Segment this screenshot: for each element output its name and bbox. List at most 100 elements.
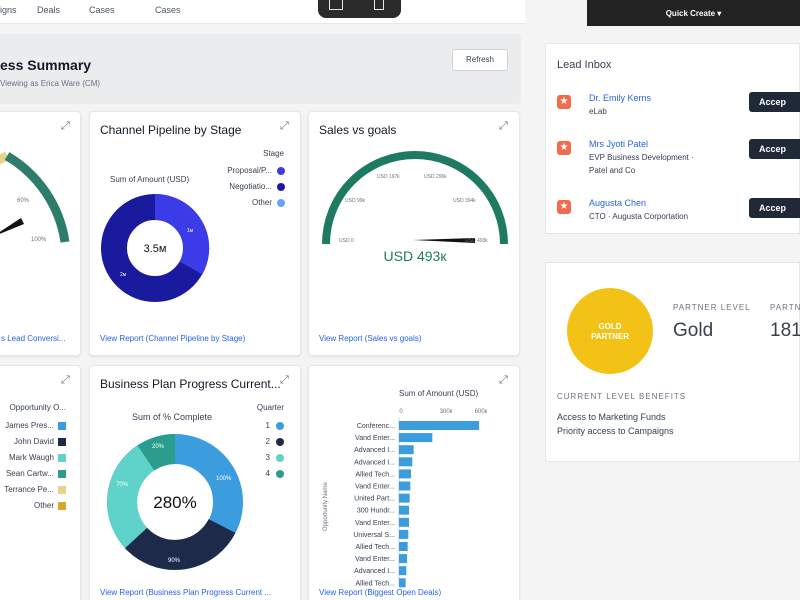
deal-bar [399, 542, 408, 551]
sales-gauge: USD 0 USD 99k USD 197k USD 296k USD 394k… [322, 151, 508, 264]
legend-dot [58, 470, 66, 478]
deal-category-label: Vand Enter... [355, 484, 395, 491]
legend-dot [58, 502, 66, 510]
page-title: ess Summary [0, 57, 92, 73]
lead-company: CTO · Augusta Corportation [589, 212, 689, 221]
gauge-label-100: 100% [31, 237, 47, 243]
lead-conversion-gauge: 60% 100% [0, 151, 70, 243]
chart-label: Sum of Amount (USD) [399, 389, 479, 398]
deal-bar [399, 578, 406, 588]
legend-title: Opportunity O... [9, 403, 66, 412]
deal-category-label: Universal S... [353, 532, 395, 539]
svg-text:USD 296k: USD 296k [424, 174, 447, 180]
card-title: Sales vs goals [319, 123, 397, 137]
partner-points-value: 1810 [770, 320, 800, 341]
gauge-arc [322, 151, 508, 245]
refresh-button[interactable]: Refresh [452, 49, 508, 71]
legend-negotiation: Negotiatio... [229, 182, 272, 191]
deal-bar [399, 529, 409, 539]
open-deals-card: ⤢ Sum of Amount (USD) 0 300к 600к Opport… [308, 365, 520, 600]
nav-tab-cases[interactable]: Cases [89, 5, 115, 15]
view-report-link[interactable]: s Lead Conversi... [1, 334, 66, 343]
lead-company-line2: Patel and Co [589, 166, 636, 175]
legend-title: Stage [263, 149, 284, 158]
svg-text:USD 197k: USD 197k [377, 174, 400, 180]
accept-button[interactable]: Accep [749, 139, 800, 159]
deal-category-label: United Part... [354, 496, 395, 503]
pipeline-donut-chart: 3.5м 1м 2м [101, 193, 210, 302]
view-report-link[interactable]: View Report (Biggest Open Deals) [319, 588, 442, 597]
deal-category-label: 300 Hundr... [357, 508, 395, 515]
legend-item: 4 [265, 469, 270, 478]
expand-icon[interactable]: ⤢ [61, 120, 70, 132]
donut-center-value: 3.5м [144, 243, 167, 255]
card-title: Business Plan Progress Current... [100, 377, 281, 391]
view-report-link[interactable]: View Report (Business Plan Progress Curr… [100, 588, 272, 597]
benefit-item: Access to Marketing Funds [557, 412, 666, 422]
legend-other: Other [251, 198, 272, 207]
deal-category-label: Allied Tech... [355, 580, 395, 587]
gold-partner-badge: GOLD PARTNER [567, 288, 653, 374]
deal-category-label: Advanced I... [354, 447, 395, 454]
benefit-item: Priority access to Campaigns [557, 426, 674, 436]
accept-button[interactable]: Accep [749, 198, 800, 218]
lead-name-link[interactable]: Augusta Chen [589, 198, 647, 208]
chart-label: Sum of Amount (USD) [110, 175, 190, 184]
partner-level-label: PARTNER LEVEL [673, 303, 751, 312]
expand-icon[interactable]: ⤢ [499, 120, 508, 132]
tablet-view-icon[interactable] [374, 0, 384, 10]
y-axis-label: Opportunity Name [323, 482, 329, 531]
nav-tab-deals[interactable]: Deals [37, 5, 61, 15]
expand-icon[interactable]: ⤢ [280, 120, 289, 132]
axis-tick-300k: 300к [440, 409, 453, 415]
svg-text:100%: 100% [216, 476, 232, 482]
svg-text:70%: 70% [116, 482, 129, 488]
legend-item: John David [13, 437, 54, 446]
view-report-link[interactable]: View Report (Channel Pipeline by Stage) [100, 334, 246, 343]
slice-label-2m: 2м [120, 272, 127, 278]
expand-icon[interactable]: ⤢ [499, 374, 508, 386]
deal-category-label: Allied Tech... [355, 544, 395, 551]
gauge-value: USD 493к [384, 248, 448, 264]
legend-dot [277, 167, 285, 175]
legend-item: 3 [265, 453, 270, 462]
quick-create-button[interactable]: Quick Create ▾ [587, 0, 800, 26]
legend-dot [58, 486, 66, 494]
lead-name-link[interactable]: Mrs Jyoti Patel [589, 139, 649, 149]
partner-level-panel: GOLD PARTNER PARTNER LEVEL Gold PARTN 18… [545, 262, 800, 462]
opportunity-owner-card: ⤢ Opportunity O... James Pres... John Da… [0, 365, 81, 600]
slice-label-1m: 1м [187, 228, 194, 234]
deal-bar [399, 469, 411, 479]
deal-bar [399, 505, 409, 515]
partner-points-label: PARTN [770, 303, 800, 312]
lead-star-icon: ★ [557, 200, 571, 214]
legend-dot [276, 470, 284, 478]
svg-text:90%: 90% [168, 558, 181, 564]
deal-bar [399, 493, 410, 503]
lead-star-icon: ★ [557, 95, 571, 109]
legend-dot [58, 454, 66, 462]
deal-category-label: Advanced I... [354, 459, 395, 466]
nav-tab-cases-2[interactable]: Cases [155, 5, 181, 15]
lead-name-link[interactable]: Dr. Emily Kerns [589, 93, 652, 103]
gauge-needle [413, 238, 475, 243]
legend-item: Terrance Pe... [4, 485, 54, 494]
deal-bar [399, 554, 407, 564]
donut-slice-proposal [154, 193, 210, 275]
open-deals-bar-chart: 0 300к 600к Opportunity Name Conferenc..… [323, 409, 488, 588]
progress-donut-chart: 280% 100% 90% 70% 20% [107, 434, 243, 570]
nav-tab-campaigns[interactable]: igns [0, 5, 17, 15]
accept-button[interactable]: Accep [749, 92, 800, 112]
legend-item: Other [33, 501, 54, 510]
top-navigation: igns Deals Cases Cases [0, 0, 525, 24]
lead-star-icon: ★ [557, 141, 571, 155]
axis-tick-0: 0 [399, 409, 403, 415]
desktop-view-icon[interactable] [329, 0, 343, 10]
view-report-link[interactable]: View Report (Sales vs goals) [319, 334, 422, 343]
donut-center-value: 280% [153, 493, 196, 512]
svg-text:USD 394k: USD 394k [453, 198, 476, 204]
chart-label: Sum of % Complete [132, 412, 213, 422]
expand-icon[interactable]: ⤢ [280, 374, 289, 386]
expand-icon[interactable]: ⤢ [61, 374, 70, 386]
legend-item: Sean Cartw... [5, 469, 54, 478]
